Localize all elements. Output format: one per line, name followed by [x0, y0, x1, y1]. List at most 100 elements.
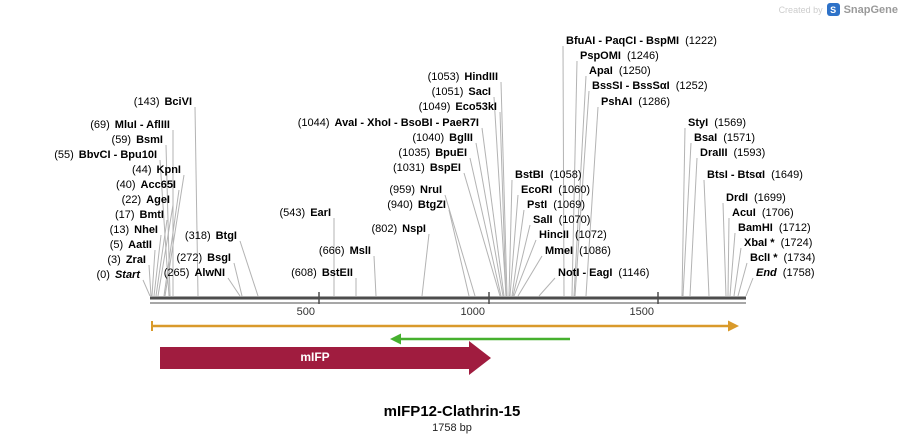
site-name: SacI: [468, 86, 491, 98]
site-pos: (608): [291, 267, 317, 279]
site-pos: (1649): [771, 169, 803, 181]
site-acc65i[interactable]: (40) Acc65I: [116, 179, 176, 192]
site-name: MmeI: [545, 245, 574, 257]
site-nhei[interactable]: (13) NheI: [110, 224, 158, 237]
site-name: BciVI: [164, 96, 192, 108]
site-pshai[interactable]: PshAI (1286): [601, 96, 670, 109]
site-pos: (1252): [675, 80, 708, 92]
site-btgzi[interactable]: (940) BtgZI: [387, 199, 446, 212]
site-pos: (1072): [574, 229, 607, 241]
site-saci[interactable]: (1051) SacI: [432, 86, 491, 99]
site-pos: (1040): [412, 132, 445, 144]
site-zrai[interactable]: (3) ZraI: [107, 254, 146, 267]
site-pos: (0): [96, 269, 110, 281]
site-name: ApaI: [589, 65, 613, 77]
site-name: Eco53kI: [455, 101, 497, 113]
site-drdi[interactable]: DrdI (1699): [726, 192, 786, 205]
site-avai-xhoi-bsobi-paer7i[interactable]: (1044) AvaI - XhoI - BsoBI - PaeR7I: [298, 117, 479, 130]
site-name: MslI: [349, 245, 371, 257]
site-ecori[interactable]: EcoRI (1060): [521, 184, 590, 197]
site-acui[interactable]: AcuI (1706): [732, 207, 794, 220]
site-name: BsmI: [136, 134, 163, 146]
site-apai[interactable]: ApaI (1250): [589, 65, 651, 78]
site-name: NruI: [420, 184, 442, 196]
site-start[interactable]: (0) Start: [96, 269, 140, 282]
site-hindiii[interactable]: (1053) HindIII: [428, 71, 498, 84]
site-bsgi[interactable]: (272) BsgI: [176, 252, 231, 265]
site-name: BspEI: [429, 162, 461, 174]
site-name: MluI - AflIII: [114, 119, 170, 131]
reverse-feature-arrow[interactable]: [390, 333, 570, 345]
site-bfuai-paqci-bspmi[interactable]: BfuAI - PaqCI - BspMI (1222): [566, 35, 717, 48]
site-bmti[interactable]: (17) BmtI: [115, 209, 164, 222]
site-btgi[interactable]: (318) BtgI: [185, 230, 237, 243]
site-name: HincII: [539, 229, 569, 241]
site-msli[interactable]: (666) MslI: [319, 245, 371, 258]
site-name: AcuI: [732, 207, 756, 219]
site-name: BsgI: [207, 252, 231, 264]
site-mmei[interactable]: MmeI (1086): [545, 245, 611, 258]
site-eari[interactable]: (543) EarI: [280, 207, 331, 220]
site-bcivi[interactable]: (143) BciVI: [134, 96, 192, 109]
site-sali[interactable]: SalI (1070): [533, 214, 590, 227]
site-bglii[interactable]: (1040) BglII: [412, 132, 473, 145]
site-bspei[interactable]: (1031) BspEI: [393, 162, 461, 175]
site-mlui-afliii[interactable]: (69) MluI - AflIII: [90, 119, 170, 132]
site-pos: (959): [389, 184, 415, 196]
full-span-arrow[interactable]: [151, 320, 739, 332]
site-draiii[interactable]: DraIII (1593): [700, 147, 765, 160]
site-pos: (1706): [761, 207, 794, 219]
site-noti-eagi[interactable]: NotI - EagI (1146): [558, 267, 649, 280]
site-btsi[interactable]: BtsI - BtsαI (1649): [707, 169, 803, 182]
site-name: AlwNI: [194, 267, 225, 279]
site-name: BpuEI: [435, 147, 467, 159]
site-name: SalI: [533, 214, 553, 226]
tick-label-1500: 1500: [629, 306, 654, 318]
site-agei[interactable]: (22) AgeI: [122, 194, 170, 207]
site-name: EarI: [310, 207, 331, 219]
site-kpni[interactable]: (44) KpnI: [132, 164, 181, 177]
site-bsmi[interactable]: (59) BsmI: [112, 134, 163, 147]
site-eco53ki[interactable]: (1049) Eco53kI: [419, 101, 497, 114]
site-name: BamHI: [738, 222, 773, 234]
site-pos: (1250): [618, 65, 651, 77]
site-name: NheI: [134, 224, 158, 236]
site-pos: (5): [109, 239, 124, 251]
map-length: 1758 bp: [432, 422, 472, 434]
site-pos: (1758): [782, 267, 815, 279]
site-bstbi[interactable]: BstBI (1058): [515, 169, 582, 182]
site-nspi[interactable]: (802) NspI: [371, 223, 426, 236]
site-name: AatII: [128, 239, 152, 251]
site-bamhi[interactable]: BamHI (1712): [738, 222, 811, 235]
site-xbai[interactable]: XbaI * (1724): [744, 237, 812, 250]
site-end[interactable]: End (1758): [756, 267, 815, 280]
snapgene-brand-text: SnapGene: [843, 3, 898, 16]
site-bcli[interactable]: BclI * (1734): [750, 252, 815, 265]
site-pos: (22): [121, 194, 142, 206]
site-bsai[interactable]: BsaI (1571): [694, 132, 755, 145]
site-pos: (1146): [618, 267, 650, 279]
site-pos: (1035): [398, 147, 431, 159]
site-bsteii[interactable]: (608) BstEII: [291, 267, 353, 280]
site-styi[interactable]: StyI (1569): [688, 117, 746, 130]
site-pos: (1246): [626, 50, 659, 62]
site-hincii[interactable]: HincII (1072): [539, 229, 607, 242]
site-nrui[interactable]: (959) NruI: [389, 184, 442, 197]
site-bsssi[interactable]: BssSI - BssSαI (1252): [592, 80, 707, 93]
site-alwni[interactable]: (265) AlwNI: [164, 267, 225, 280]
site-name: StyI: [688, 117, 709, 129]
site-name: BclI *: [750, 252, 778, 264]
mifp-feature-arrow[interactable]: [160, 341, 491, 375]
site-name: NotI - EagI: [558, 267, 613, 279]
site-psti[interactable]: PstI (1069): [527, 199, 585, 212]
created-by-text: Created by: [778, 4, 823, 15]
site-bpuei[interactable]: (1035) BpuEI: [398, 147, 467, 160]
site-pos: (17): [114, 209, 135, 221]
site-pos: (1060): [558, 184, 590, 196]
map-title: mIFP12-Clathrin-15: [383, 403, 521, 420]
site-bbvci-bpu10i[interactable]: (55) BbvCI - Bpu10I: [54, 149, 157, 162]
site-pspomi[interactable]: PspOMI (1246): [580, 50, 659, 63]
site-aatii[interactable]: (5) AatII: [110, 239, 152, 252]
